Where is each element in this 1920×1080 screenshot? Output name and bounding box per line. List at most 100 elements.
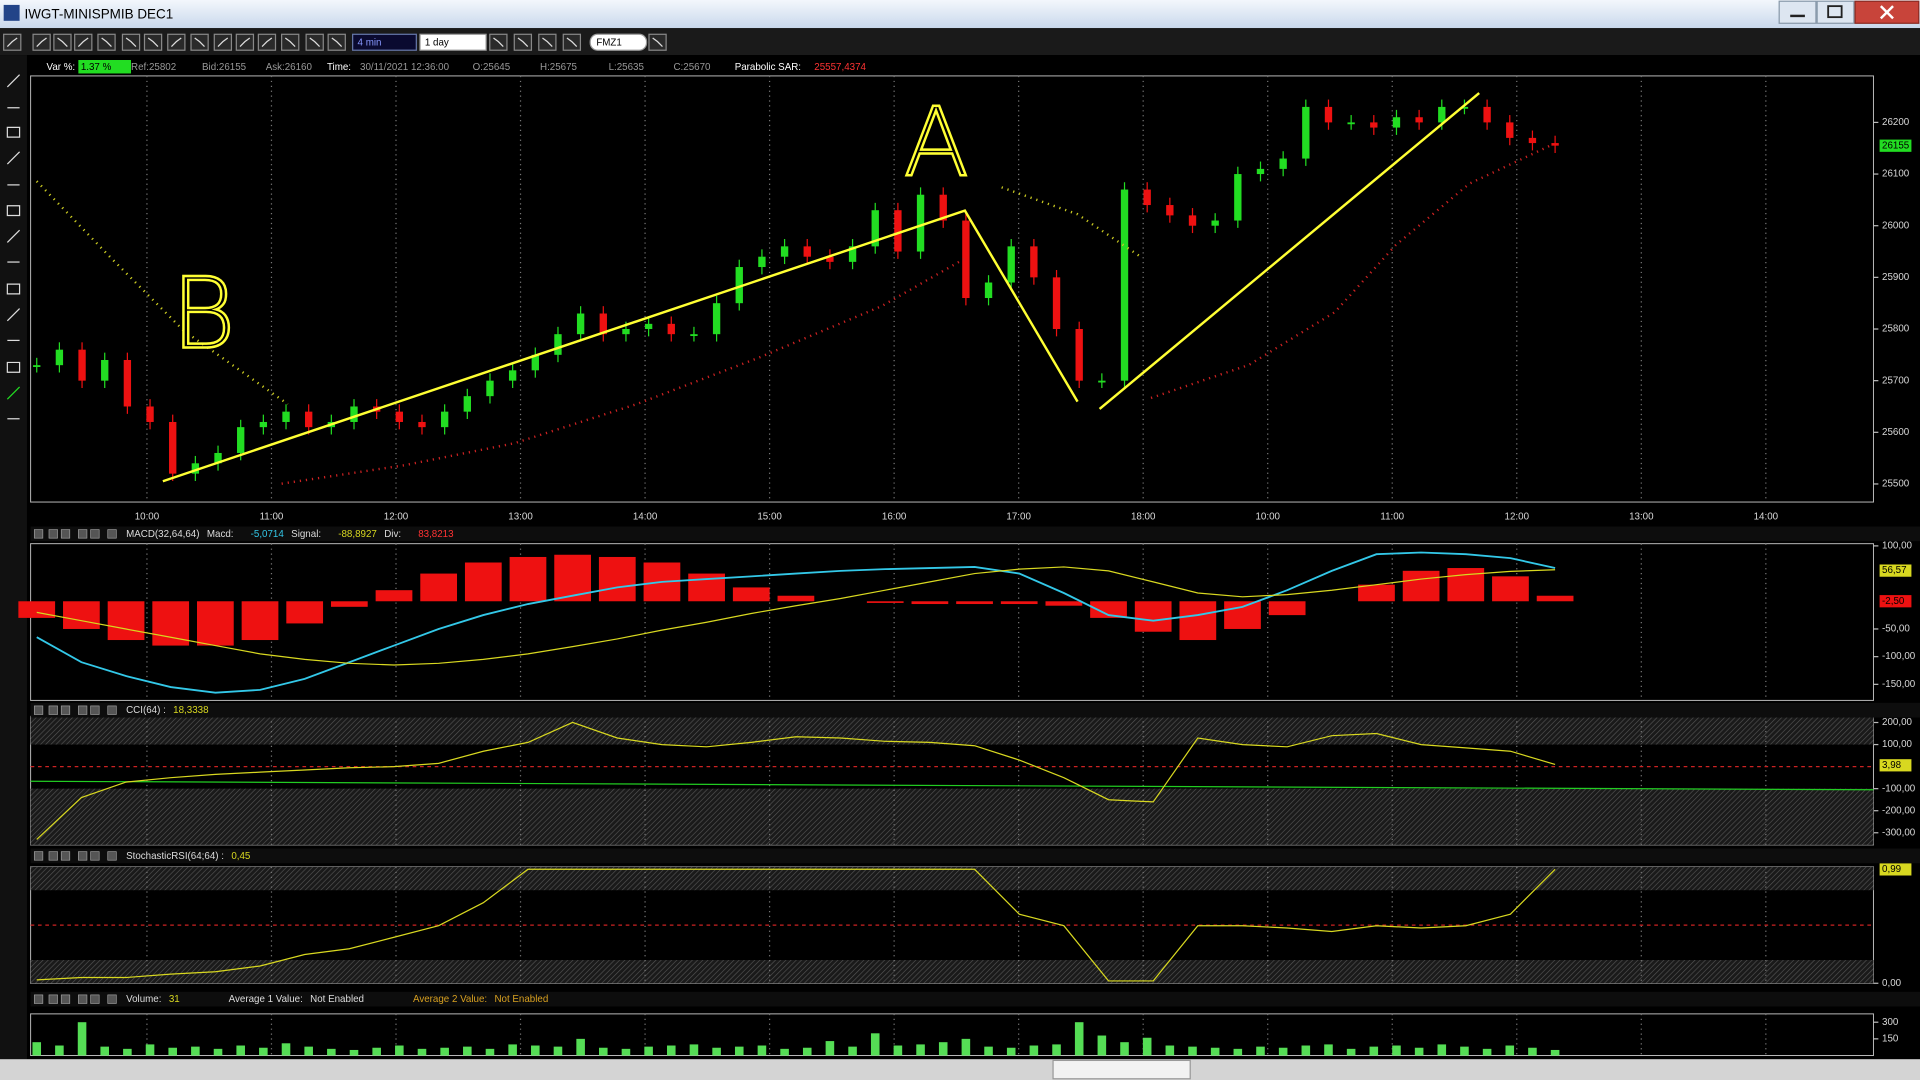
panel-legend: MACD(32,64,64) Macd: -5,0714 Signal: -88,892… xyxy=(126,528,454,539)
panel-button[interactable] xyxy=(48,994,58,1004)
histogram-bar xyxy=(1090,601,1127,618)
trend-line xyxy=(162,209,1079,483)
value-tag xyxy=(1879,863,1912,876)
panel-button[interactable] xyxy=(78,851,88,861)
panel-button[interactable] xyxy=(48,851,58,861)
tool-glyph xyxy=(101,37,112,47)
panel-button[interactable] xyxy=(33,705,44,715)
volume-bar xyxy=(168,1047,177,1056)
y-tick-label: -300,00 xyxy=(1882,827,1916,838)
candle xyxy=(1052,277,1061,330)
volume-bar xyxy=(893,1045,903,1056)
volume-bar xyxy=(417,1048,427,1056)
value-tag-label: 56,57 xyxy=(1882,565,1906,576)
histogram-bar xyxy=(1045,601,1083,606)
panel-button[interactable] xyxy=(60,529,71,539)
panel-button[interactable] xyxy=(90,529,100,539)
volume-bar xyxy=(712,1047,721,1056)
panel-button[interactable] xyxy=(48,705,58,715)
tool-glyph xyxy=(6,205,21,217)
volume-bar xyxy=(213,1048,223,1056)
panel-button[interactable] xyxy=(78,529,88,539)
volume-bar xyxy=(100,1046,110,1056)
period-select[interactable] xyxy=(419,33,487,51)
candle xyxy=(1166,205,1174,216)
volume-bar xyxy=(236,1045,245,1056)
panel-button[interactable] xyxy=(90,851,100,861)
panel-button[interactable] xyxy=(33,529,44,539)
tool-glyph xyxy=(170,37,182,47)
panel-button[interactable] xyxy=(33,994,44,1004)
panel-button[interactable] xyxy=(107,851,117,861)
legend-item: Not Enabled xyxy=(494,994,548,1005)
volume-bar xyxy=(1097,1035,1107,1056)
volume-bar xyxy=(349,1049,359,1056)
macd-line xyxy=(36,551,1556,694)
volume-bar xyxy=(734,1046,744,1056)
candle xyxy=(962,220,970,299)
histogram-bar xyxy=(1492,576,1529,602)
volume-bar xyxy=(1006,1047,1016,1056)
volume-bar xyxy=(666,1045,676,1056)
legend-item: Volume: xyxy=(126,994,161,1005)
volume-bar xyxy=(531,1045,540,1056)
interval-select[interactable] xyxy=(352,33,417,51)
panel-button[interactable] xyxy=(48,529,58,539)
histogram-bar xyxy=(18,601,56,618)
panel-button[interactable] xyxy=(90,994,100,1004)
info-item: C:25670 xyxy=(673,62,711,73)
candle xyxy=(123,360,132,407)
histogram-bar xyxy=(1536,595,1574,602)
info-item: Ask:26160 xyxy=(266,62,313,73)
histogram-bar xyxy=(420,573,458,602)
candle xyxy=(418,421,426,428)
candle xyxy=(916,194,925,252)
y-tick-label: 100,00 xyxy=(1882,540,1912,551)
panel-button[interactable] xyxy=(107,529,117,539)
candle xyxy=(1392,117,1401,128)
maximize-button[interactable] xyxy=(1816,0,1855,24)
scrollbar-thumb[interactable] xyxy=(1052,1059,1191,1080)
panel-button[interactable] xyxy=(33,851,44,861)
tool-glyph xyxy=(493,37,504,47)
tool-glyph xyxy=(6,386,21,400)
panel-button[interactable] xyxy=(60,705,71,715)
panel-button[interactable] xyxy=(107,705,117,715)
parabolic-sar xyxy=(1150,143,1554,400)
info-item: Var %: xyxy=(47,62,76,73)
panel-button[interactable] xyxy=(60,994,71,1004)
panel-button[interactable] xyxy=(78,994,88,1004)
info-item: 25557,4374 xyxy=(814,62,866,73)
candle xyxy=(1120,189,1129,381)
value-tag-label: 3,98 xyxy=(1882,760,1902,771)
x-tick-label: 14:00 xyxy=(633,511,658,522)
tool-glyph xyxy=(6,308,21,322)
panel-legend: Volume: 31 Average 1 Value: Not Enabled Aver… xyxy=(126,994,548,1005)
volume-bar xyxy=(689,1044,699,1056)
scrollbar[interactable] xyxy=(0,1059,1920,1080)
legend-item: Signal: xyxy=(291,528,321,539)
volume-bar xyxy=(1392,1045,1401,1056)
histogram-bar xyxy=(330,601,368,607)
panel xyxy=(30,75,1874,503)
x-tick-label: 11:00 xyxy=(260,511,284,522)
panel-header xyxy=(30,702,1920,718)
panel-button[interactable] xyxy=(90,705,100,715)
symbol-value: FMZ1 xyxy=(596,37,622,48)
volume-bar xyxy=(1369,1046,1379,1056)
volume-bar xyxy=(848,1046,857,1056)
panel-button[interactable] xyxy=(60,851,71,861)
volume-bar xyxy=(1414,1047,1424,1056)
tool-glyph xyxy=(239,37,251,47)
minimize-button[interactable] xyxy=(1778,0,1817,24)
info-item: Parabolic SAR: xyxy=(735,62,801,73)
candle xyxy=(1279,158,1287,169)
panel-button[interactable] xyxy=(78,705,88,715)
volume-bar xyxy=(1278,1047,1288,1056)
symbol-input[interactable] xyxy=(589,33,648,51)
panel-header xyxy=(30,848,1920,864)
volume-bar xyxy=(984,1046,993,1056)
candle xyxy=(214,452,222,464)
interval-value: 4 min xyxy=(358,37,382,48)
panel-button[interactable] xyxy=(107,994,117,1004)
